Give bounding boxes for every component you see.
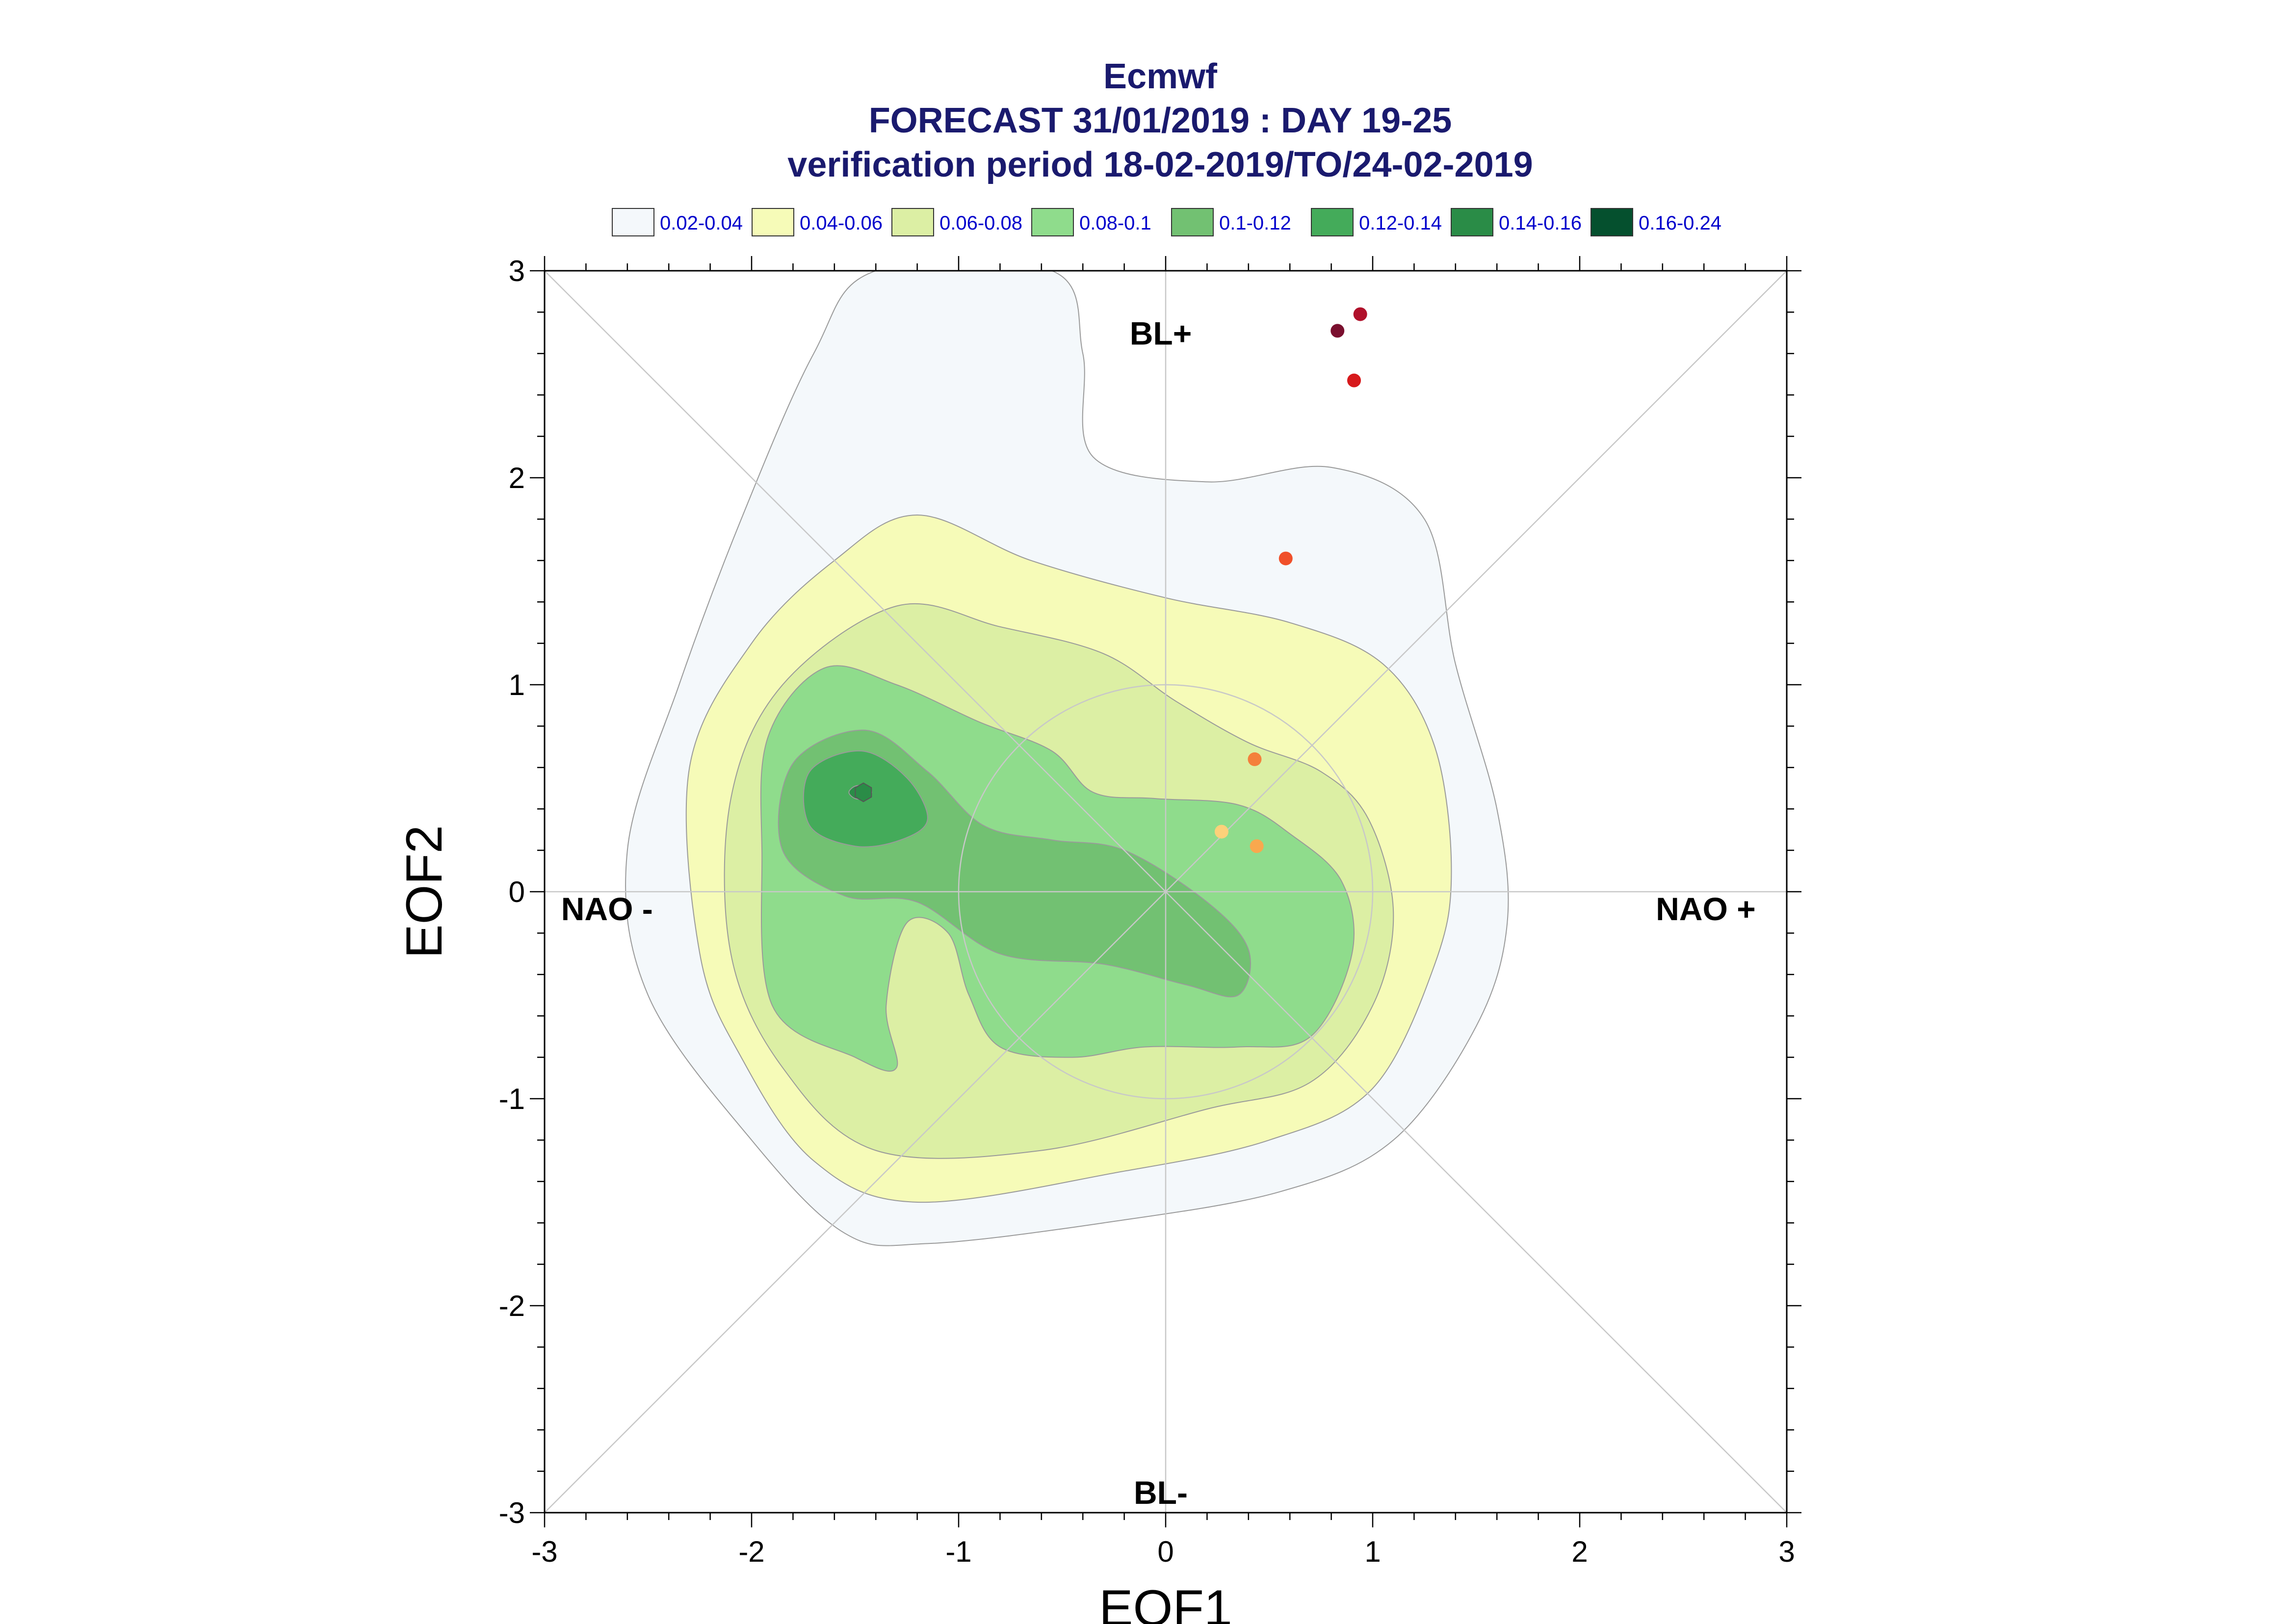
x-tick-label: 3 (1778, 1535, 1795, 1568)
reference-lines (544, 270, 1787, 1513)
chart-subtitle-forecast: FORECAST 31/01/2019 : DAY 19-25 (869, 101, 1452, 140)
legend-swatch (1031, 208, 1074, 236)
x-tick-label: -3 (531, 1535, 557, 1568)
legend-swatch (1451, 208, 1493, 236)
axes: -3 -2 -1 0 1 2 3 -3 -2 -1 0 1 2 3 (499, 255, 1801, 1568)
legend-label: 0.1-0.12 (1219, 212, 1291, 234)
regime-label-nao-plus: NAO + (1656, 891, 1756, 927)
legend: 0.02-0.04 0.04-0.06 0.06-0.08 0.08-0.1 0.1-0… (612, 208, 1721, 236)
forecast-point (1353, 307, 1367, 321)
legend-label: 0.12-0.14 (1359, 212, 1442, 234)
x-tick-label: -2 (738, 1535, 764, 1568)
forecast-point (1278, 551, 1293, 566)
regime-label-bl-minus: BL- (1134, 1474, 1188, 1511)
legend-label: 0.16-0.24 (1639, 212, 1721, 234)
legend-label: 0.04-0.06 (800, 212, 883, 234)
x-tick-label: 0 (1157, 1535, 1174, 1568)
forecast-point (1330, 324, 1345, 338)
legend-entry: 0.14-0.16 (1451, 208, 1582, 236)
chart-title-block: Ecmwf FORECAST 31/01/2019 : DAY 19-25 ve… (787, 57, 1533, 184)
forecast-point (1347, 373, 1361, 387)
forecast-point (1250, 839, 1264, 853)
y-tick-label: 2 (509, 462, 525, 494)
x-axis-title: EOF1 (1099, 1580, 1232, 1624)
forecast-point (1214, 825, 1228, 839)
density-contours (625, 271, 1509, 1246)
legend-swatch (891, 208, 934, 236)
forecast-points (855, 307, 1367, 853)
regime-labels: BL+ BL- NAO - NAO + (561, 315, 1756, 1511)
density-max-marker (855, 782, 872, 802)
forecast-point (1248, 752, 1262, 766)
legend-label: 0.02-0.04 (660, 212, 743, 234)
y-tick-label: 1 (509, 669, 525, 701)
chart-subtitle-verification: verification period 18-02-2019/TO/24-02-… (787, 145, 1533, 184)
legend-entry: 0.06-0.08 (891, 208, 1022, 236)
x-tick-label: 2 (1571, 1535, 1588, 1568)
y-tick-label: 3 (509, 255, 525, 287)
legend-swatch (1171, 208, 1214, 236)
x-tick-label: 1 (1364, 1535, 1381, 1568)
legend-swatch (1311, 208, 1354, 236)
y-tick-label: -1 (499, 1083, 525, 1115)
legend-label: 0.14-0.16 (1499, 212, 1582, 234)
legend-entry: 0.04-0.06 (752, 208, 883, 236)
regime-label-nao-minus: NAO - (561, 891, 653, 927)
legend-swatch (752, 208, 794, 236)
y-tick-label: -3 (499, 1496, 525, 1529)
y-tick-label: -2 (499, 1289, 525, 1322)
legend-entry: 0.08-0.1 (1031, 208, 1151, 236)
legend-swatch (612, 208, 654, 236)
legend-entry: 0.02-0.04 (612, 208, 743, 236)
legend-entry: 0.12-0.14 (1311, 208, 1442, 236)
legend-entry: 0.16-0.24 (1591, 208, 1721, 236)
y-tick-label: 0 (509, 876, 525, 908)
unit-circle (958, 684, 1374, 1100)
legend-label: 0.06-0.08 (939, 212, 1022, 234)
regime-label-bl-plus: BL+ (1130, 315, 1192, 352)
legend-swatch (1591, 208, 1633, 236)
chart-title: Ecmwf (1103, 57, 1218, 96)
y-axis-title: EOF2 (396, 825, 453, 958)
legend-label: 0.08-0.1 (1079, 212, 1151, 234)
x-tick-label: -1 (945, 1535, 971, 1568)
legend-entry: 0.1-0.12 (1171, 208, 1291, 236)
